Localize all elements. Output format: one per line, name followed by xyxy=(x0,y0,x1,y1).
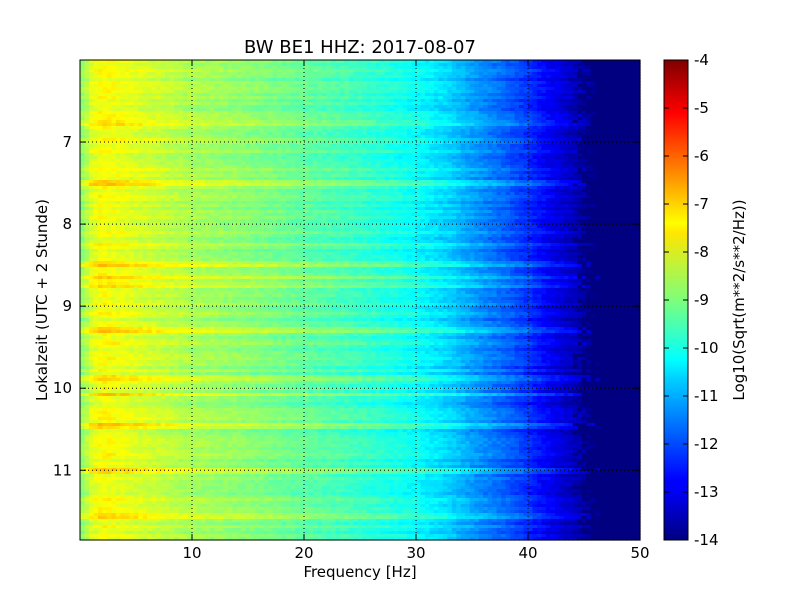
spectrogram-heatmap xyxy=(80,60,641,541)
chart-title: BW BE1 HHZ: 2017-08-07 xyxy=(244,37,476,58)
